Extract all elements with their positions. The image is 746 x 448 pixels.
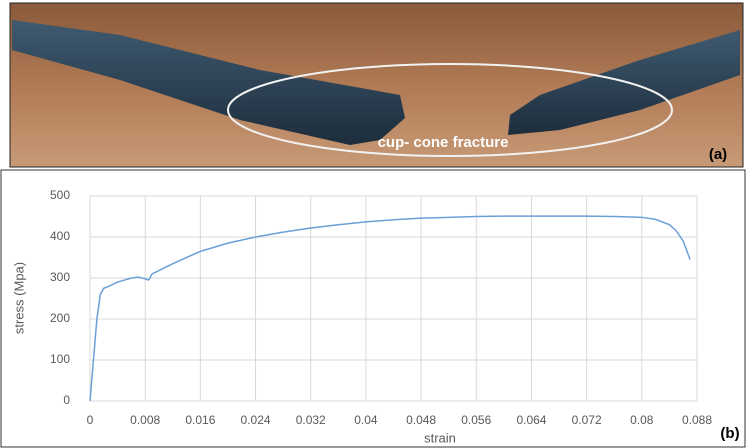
chart-panel xyxy=(1,170,745,447)
x-tick-label: 0.056 xyxy=(461,413,491,427)
x-tick-label: 0.016 xyxy=(185,413,215,427)
x-tick-label: 0.064 xyxy=(516,413,546,427)
x-tick-label: 0.024 xyxy=(241,413,271,427)
figure: cup- cone fracture (a) strain stress (Mp… xyxy=(0,0,746,448)
x-axis-label: strain xyxy=(424,430,456,445)
y-tick-label: 400 xyxy=(50,229,70,243)
y-tick-label: 200 xyxy=(50,311,70,325)
x-tick-label: 0.04 xyxy=(354,413,378,427)
x-tick-label: 0.032 xyxy=(296,413,326,427)
y-tick-label: 0 xyxy=(63,393,70,407)
y-axis-label: stress (Mpa) xyxy=(11,262,26,334)
x-tick-label: 0.08 xyxy=(630,413,654,427)
photo-panel: cup- cone fracture (a) xyxy=(10,3,743,167)
x-tick-label: 0.088 xyxy=(682,413,712,427)
y-tick-label: 100 xyxy=(50,352,70,366)
x-tick-label: 0 xyxy=(87,413,94,427)
y-tick-label: 300 xyxy=(50,270,70,284)
photo-caption: cup- cone fracture xyxy=(378,134,509,151)
x-tick-label: 0.072 xyxy=(572,413,602,427)
panel-label: (a) xyxy=(709,146,727,163)
y-tick-label: 500 xyxy=(50,188,70,202)
x-tick-label: 0.008 xyxy=(130,413,160,427)
x-tick-label: 0.048 xyxy=(406,413,436,427)
panel-label: (b) xyxy=(720,425,739,442)
